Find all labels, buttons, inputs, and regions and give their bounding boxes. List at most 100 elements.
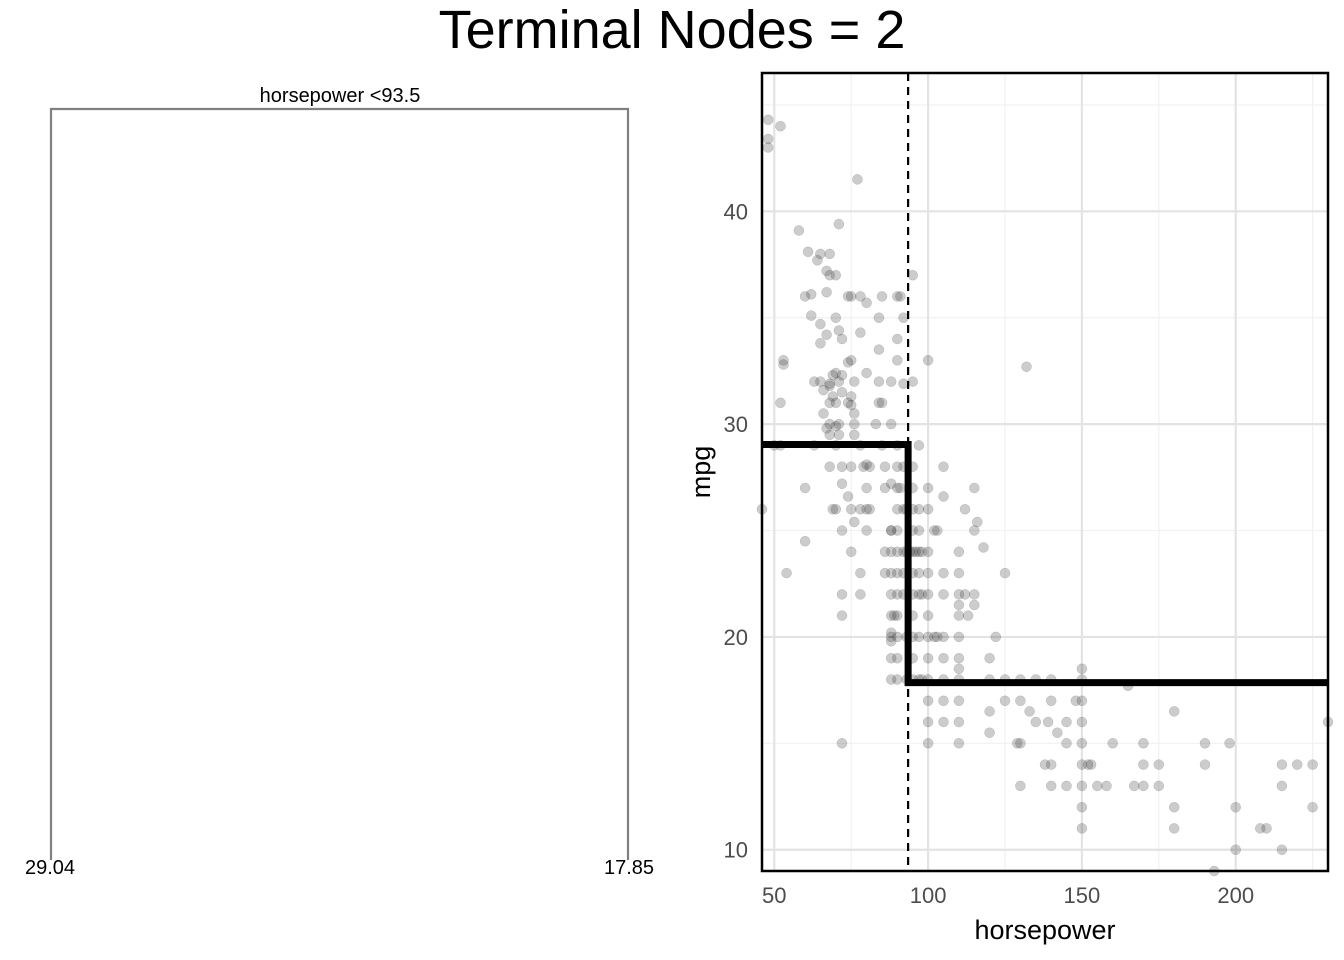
scatter-point: [978, 542, 989, 553]
scatter-point: [855, 567, 866, 579]
scatter-point: [818, 384, 829, 396]
scatter-point: [1076, 801, 1088, 813]
panel-border: [760, 71, 1330, 873]
scatter-point: [885, 525, 897, 536]
scatter-point: [999, 567, 1011, 579]
scatter-point: [885, 418, 897, 430]
scatter-point: [892, 525, 903, 536]
scatter-point: [799, 535, 811, 547]
scatter-point: [913, 589, 925, 600]
scatter-point: [827, 369, 839, 381]
scatter-point: [827, 503, 839, 515]
scatter-point: [929, 631, 940, 643]
scatter-point: [892, 291, 903, 302]
scatter-point: [1015, 738, 1026, 749]
scatter-point: [953, 631, 965, 643]
scatter-point: [922, 695, 934, 707]
scatter-point: [824, 418, 835, 430]
scatter-point: [1128, 780, 1140, 792]
scatter-point: [879, 546, 891, 558]
scatter-point: [885, 674, 897, 685]
scatter-point: [876, 397, 888, 409]
scatter-point: [855, 327, 866, 338]
scatter-point: [861, 503, 872, 515]
scatter-point: [1261, 823, 1272, 834]
scatter-point: [812, 255, 823, 266]
scatter-point: [1153, 759, 1165, 770]
scatter-point: [1076, 759, 1088, 770]
scatter-point: [1138, 780, 1149, 792]
scatter-point: [778, 355, 789, 366]
x-tick-label: 50: [762, 883, 786, 908]
scatter-point: [892, 355, 903, 366]
scatter-point: [1076, 716, 1088, 728]
scatter-point: [830, 367, 842, 379]
scatter-point: [842, 397, 854, 409]
scatter-point: [913, 440, 925, 451]
scatter-point: [824, 269, 835, 281]
scatter-point: [1076, 738, 1088, 749]
scatter-point: [836, 478, 848, 489]
decision-tree: horsepower <93.5 29.04 17.85: [25, 85, 654, 879]
scatter-point: [836, 333, 848, 345]
scatter-point: [1307, 759, 1318, 770]
scatter-point: [833, 376, 845, 387]
scatter-point: [836, 525, 848, 536]
scatter-point: [815, 376, 826, 387]
y-axis-title: mpg: [686, 446, 716, 499]
scatter-point: [885, 652, 897, 664]
scatter-point: [1276, 759, 1288, 770]
scatter-point: [1291, 759, 1303, 770]
scatter-point: [913, 546, 925, 558]
y-tick-label: 40: [724, 199, 748, 224]
scatter-point: [855, 589, 866, 600]
scatter-point: [913, 503, 925, 515]
scatter-point: [821, 423, 832, 434]
scatter-point: [775, 397, 786, 409]
scatter-point: [1085, 759, 1097, 770]
scatter-point: [892, 567, 903, 579]
scatter-point: [805, 310, 817, 321]
scatter-point: [1168, 706, 1180, 717]
scatter-point: [879, 567, 891, 579]
scatter-point: [1307, 801, 1318, 813]
scatter-point: [922, 589, 934, 600]
scatter-point: [1199, 738, 1211, 749]
scatter-point: [938, 589, 949, 600]
scatter-point: [938, 695, 949, 707]
scatter-point: [876, 291, 888, 302]
scatter-point: [938, 461, 949, 472]
scatter-point: [913, 567, 925, 579]
scatter-point: [815, 338, 826, 349]
data-points: [756, 114, 1334, 877]
scatter-point: [885, 635, 897, 647]
scatter-point: [827, 391, 839, 402]
scatter-point: [836, 610, 848, 621]
scatter-point: [1052, 727, 1063, 738]
scatter-point: [833, 418, 845, 430]
scatter-point: [821, 265, 832, 277]
scatter-point: [938, 631, 949, 643]
scatter-point: [922, 503, 934, 515]
scatter-point: [913, 631, 925, 643]
scatter-point: [913, 525, 925, 536]
x-axis-ticks: 50 100 150 200: [762, 883, 1254, 908]
scatter-point: [809, 376, 820, 387]
tree-leaf-right: 17.85: [604, 857, 654, 879]
scatter-point: [824, 397, 835, 409]
scatter-point: [793, 225, 805, 236]
scatter-point: [938, 716, 949, 728]
scatter-point: [833, 429, 845, 441]
scatter-point: [836, 589, 848, 600]
scatter-point: [922, 652, 934, 664]
scatter-point: [1276, 780, 1288, 792]
y-tick-label: 10: [724, 838, 748, 863]
scatter-point: [833, 218, 845, 230]
scatter-point: [984, 706, 995, 717]
scatter-point: [1199, 759, 1211, 770]
scatter-point: [802, 246, 814, 258]
scatter-point: [892, 503, 903, 515]
scatter-point: [830, 312, 842, 323]
scatter-point: [824, 248, 835, 260]
y-tick-label: 20: [724, 625, 748, 650]
